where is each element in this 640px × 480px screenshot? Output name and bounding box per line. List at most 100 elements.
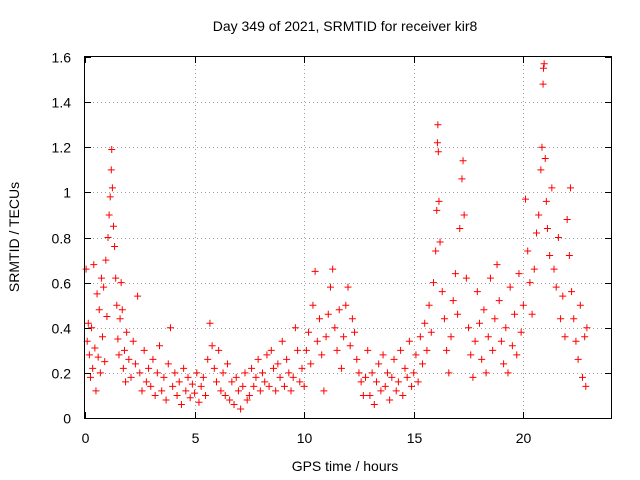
data-point [199, 373, 207, 381]
data-point [259, 369, 267, 377]
data-point [433, 206, 441, 214]
data-point [508, 342, 516, 350]
data-point [537, 166, 545, 174]
data-point [429, 279, 437, 287]
data-point [445, 369, 453, 377]
data-point [582, 382, 590, 390]
data-point [127, 373, 135, 381]
data-point [210, 364, 218, 372]
data-point [394, 378, 402, 386]
data-point [131, 360, 139, 368]
data-point [557, 315, 565, 323]
data-point [103, 312, 111, 320]
data-point [96, 369, 104, 377]
data-point [467, 351, 475, 359]
data-point [230, 400, 238, 408]
data-point [454, 310, 462, 318]
data-point [550, 265, 558, 273]
data-point [147, 382, 155, 390]
data-point [414, 378, 422, 386]
data-point [173, 391, 181, 399]
y-tick-label: 1.4 [52, 95, 72, 111]
data-point [579, 373, 587, 381]
data-point [484, 333, 492, 341]
data-point [572, 337, 580, 345]
data-point [245, 391, 253, 399]
y-tick-label: 0 [63, 411, 71, 427]
data-point [543, 224, 551, 232]
data-point [208, 342, 216, 350]
data-point [342, 301, 350, 309]
data-point [138, 387, 146, 395]
data-point [538, 143, 546, 151]
data-point [405, 337, 413, 345]
data-point [459, 157, 467, 165]
data-point [548, 184, 556, 192]
data-point [95, 306, 103, 314]
data-point [162, 396, 170, 404]
data-point [410, 369, 418, 377]
data-point [250, 382, 258, 390]
data-point [302, 346, 310, 354]
data-point [140, 346, 148, 354]
data-point [289, 373, 297, 381]
data-point [160, 373, 168, 381]
data-point [506, 283, 514, 291]
data-point [94, 353, 102, 361]
data-point [541, 155, 549, 163]
data-point [269, 364, 277, 372]
data-point [526, 279, 534, 287]
data-point [272, 387, 280, 395]
data-point [291, 324, 299, 332]
data-point [276, 373, 284, 381]
data-point [267, 346, 275, 354]
data-point [495, 297, 503, 305]
data-point [469, 373, 477, 381]
data-point [324, 310, 332, 318]
data-point [129, 337, 137, 345]
data-point [114, 335, 122, 343]
data-point [513, 351, 521, 359]
y-tick-label: 0.6 [52, 276, 72, 292]
data-point [101, 358, 109, 366]
data-point [471, 337, 479, 345]
grid-lines [85, 57, 611, 418]
data-point [145, 364, 153, 372]
data-point [357, 378, 365, 386]
data-point [261, 378, 269, 386]
data-point [109, 222, 117, 230]
data-point [458, 175, 466, 183]
data-point [388, 373, 396, 381]
data-point [432, 247, 440, 255]
y-tick-label: 0.8 [52, 231, 72, 247]
data-point [182, 387, 190, 395]
data-point [232, 373, 240, 381]
data-point [486, 274, 494, 282]
data-point [113, 301, 121, 309]
data-point [451, 270, 459, 278]
data-point [191, 389, 199, 397]
x-tick-label: 10 [297, 430, 313, 446]
data-point [105, 211, 113, 219]
data-point [195, 398, 203, 406]
data-point [449, 297, 457, 305]
data-point [542, 197, 550, 205]
data-point [403, 373, 411, 381]
data-point [351, 328, 359, 336]
data-point [184, 373, 192, 381]
data-point [294, 346, 302, 354]
data-point [502, 324, 510, 332]
data-point [180, 364, 188, 372]
data-point [425, 301, 433, 309]
data-point [102, 256, 110, 264]
data-point [436, 238, 444, 246]
data-point [427, 328, 435, 336]
data-point [85, 351, 93, 359]
data-point [539, 64, 547, 72]
data-point [254, 355, 262, 363]
data-point [478, 355, 486, 363]
data-point [340, 333, 348, 341]
data-point [215, 346, 223, 354]
data-point [166, 324, 174, 332]
data-point [274, 360, 282, 368]
